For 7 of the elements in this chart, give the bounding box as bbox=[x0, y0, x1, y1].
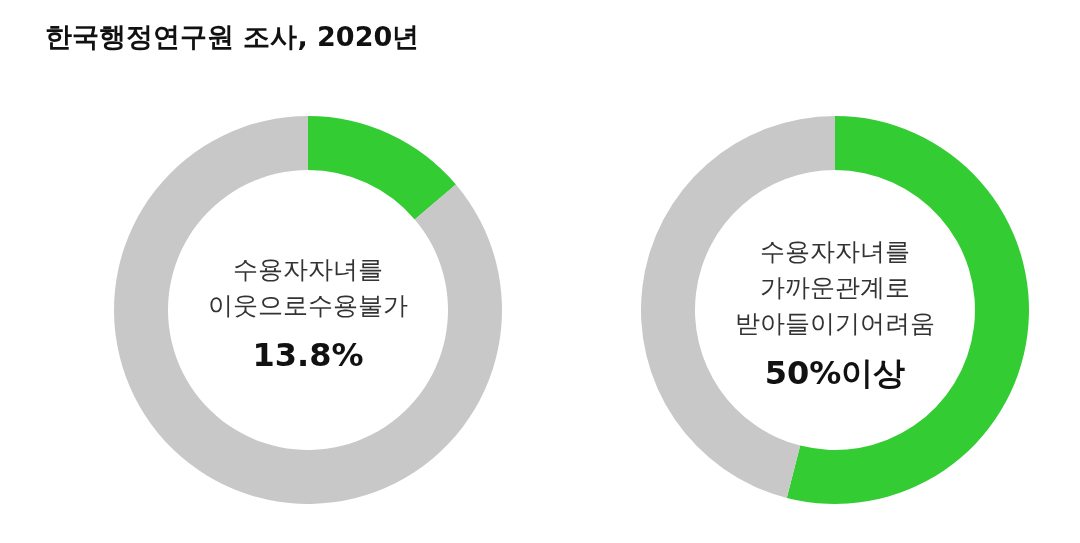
text: 13.8% bbox=[252, 335, 364, 374]
text: 수용자자녀를 가까운관계로 받아들이기어려움 bbox=[735, 236, 935, 338]
chart-title: 한국행정연구원 조사, 2020년 bbox=[45, 21, 420, 52]
donut-slice bbox=[114, 116, 502, 504]
text: 수용자자녀를 이웃으로수용불가 bbox=[208, 254, 408, 320]
text: 50%이상 bbox=[764, 353, 906, 392]
donut-slice bbox=[308, 116, 456, 220]
